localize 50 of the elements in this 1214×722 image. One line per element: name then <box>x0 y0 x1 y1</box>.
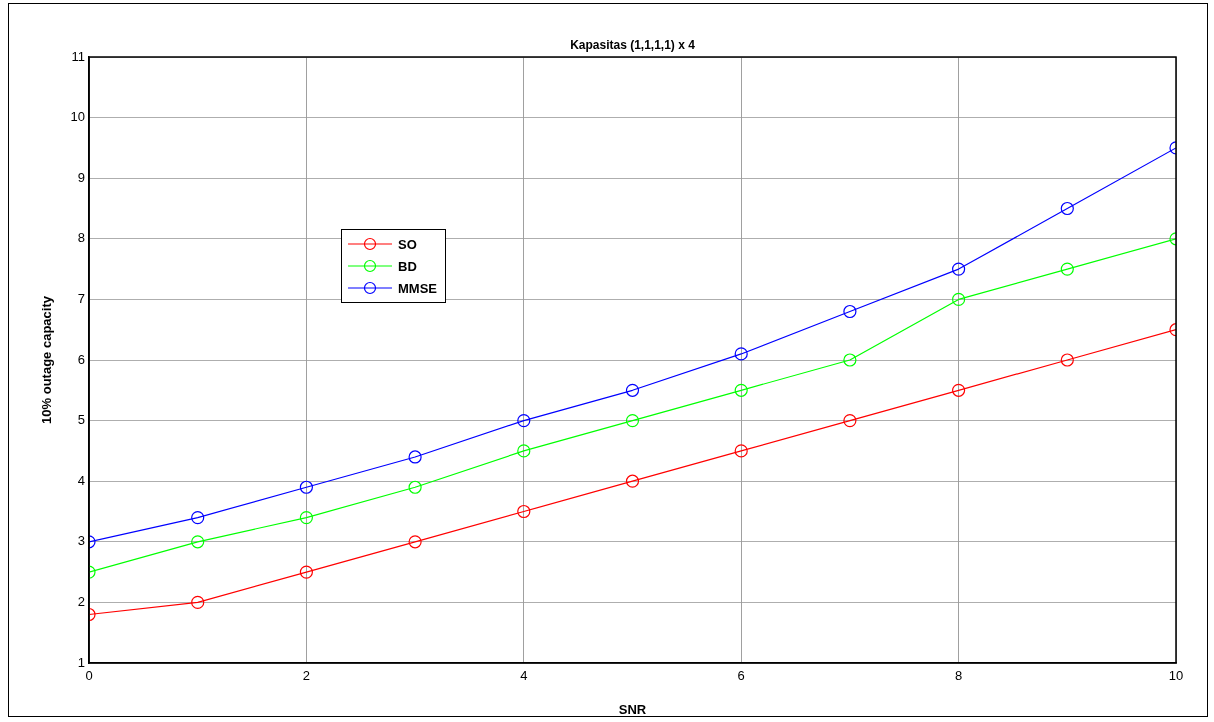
point <box>299 480 313 494</box>
point <box>1060 201 1074 216</box>
point <box>517 504 531 519</box>
point <box>952 262 966 276</box>
point <box>843 304 857 319</box>
point <box>1060 353 1074 367</box>
point <box>191 510 205 525</box>
point <box>952 383 966 397</box>
y-tick-label: 1 <box>77 654 85 670</box>
y-tick-label: 8 <box>77 230 85 246</box>
x-tick-label: 0 <box>85 668 93 684</box>
point <box>625 383 640 397</box>
point <box>408 450 422 464</box>
legend-label: MMSE <box>398 280 437 296</box>
point <box>734 383 748 397</box>
x-tick-label: 4 <box>520 668 528 684</box>
point <box>408 535 422 549</box>
point <box>625 474 640 488</box>
point <box>843 353 857 367</box>
point <box>734 444 748 458</box>
point <box>625 414 640 428</box>
y-tick-label: 3 <box>77 533 85 549</box>
y-axis-title: 10% outage capacity <box>39 295 55 424</box>
point <box>1060 262 1074 276</box>
point <box>191 595 205 609</box>
point <box>734 347 748 361</box>
y-tick-label: 6 <box>77 351 85 367</box>
y-tick-label: 7 <box>77 290 85 306</box>
point <box>408 480 422 494</box>
y-tick-label: 5 <box>77 412 85 428</box>
point <box>952 292 966 306</box>
point <box>299 565 313 579</box>
y-tick-label: 2 <box>77 593 85 609</box>
point <box>517 444 531 458</box>
legend-label: BD <box>398 258 417 274</box>
x-tick-label: 8 <box>954 668 963 684</box>
x-axis-title: SNR <box>618 701 647 717</box>
point <box>299 510 313 525</box>
chart-title: Kapasitas (1,1,1,1) x 4 <box>569 38 696 52</box>
y-tick-label: 11 <box>71 48 85 64</box>
x-tick-label: 2 <box>302 668 311 684</box>
point <box>843 414 857 428</box>
point <box>517 414 531 428</box>
y-tick-label: 4 <box>77 472 85 488</box>
x-tick-label: 6 <box>737 668 745 684</box>
y-tick-label: 10 <box>70 109 85 125</box>
legend-label: SO <box>398 236 417 252</box>
y-tick-label: 9 <box>77 169 85 185</box>
point <box>191 535 205 549</box>
x-tick-label: 10 <box>1168 668 1184 684</box>
